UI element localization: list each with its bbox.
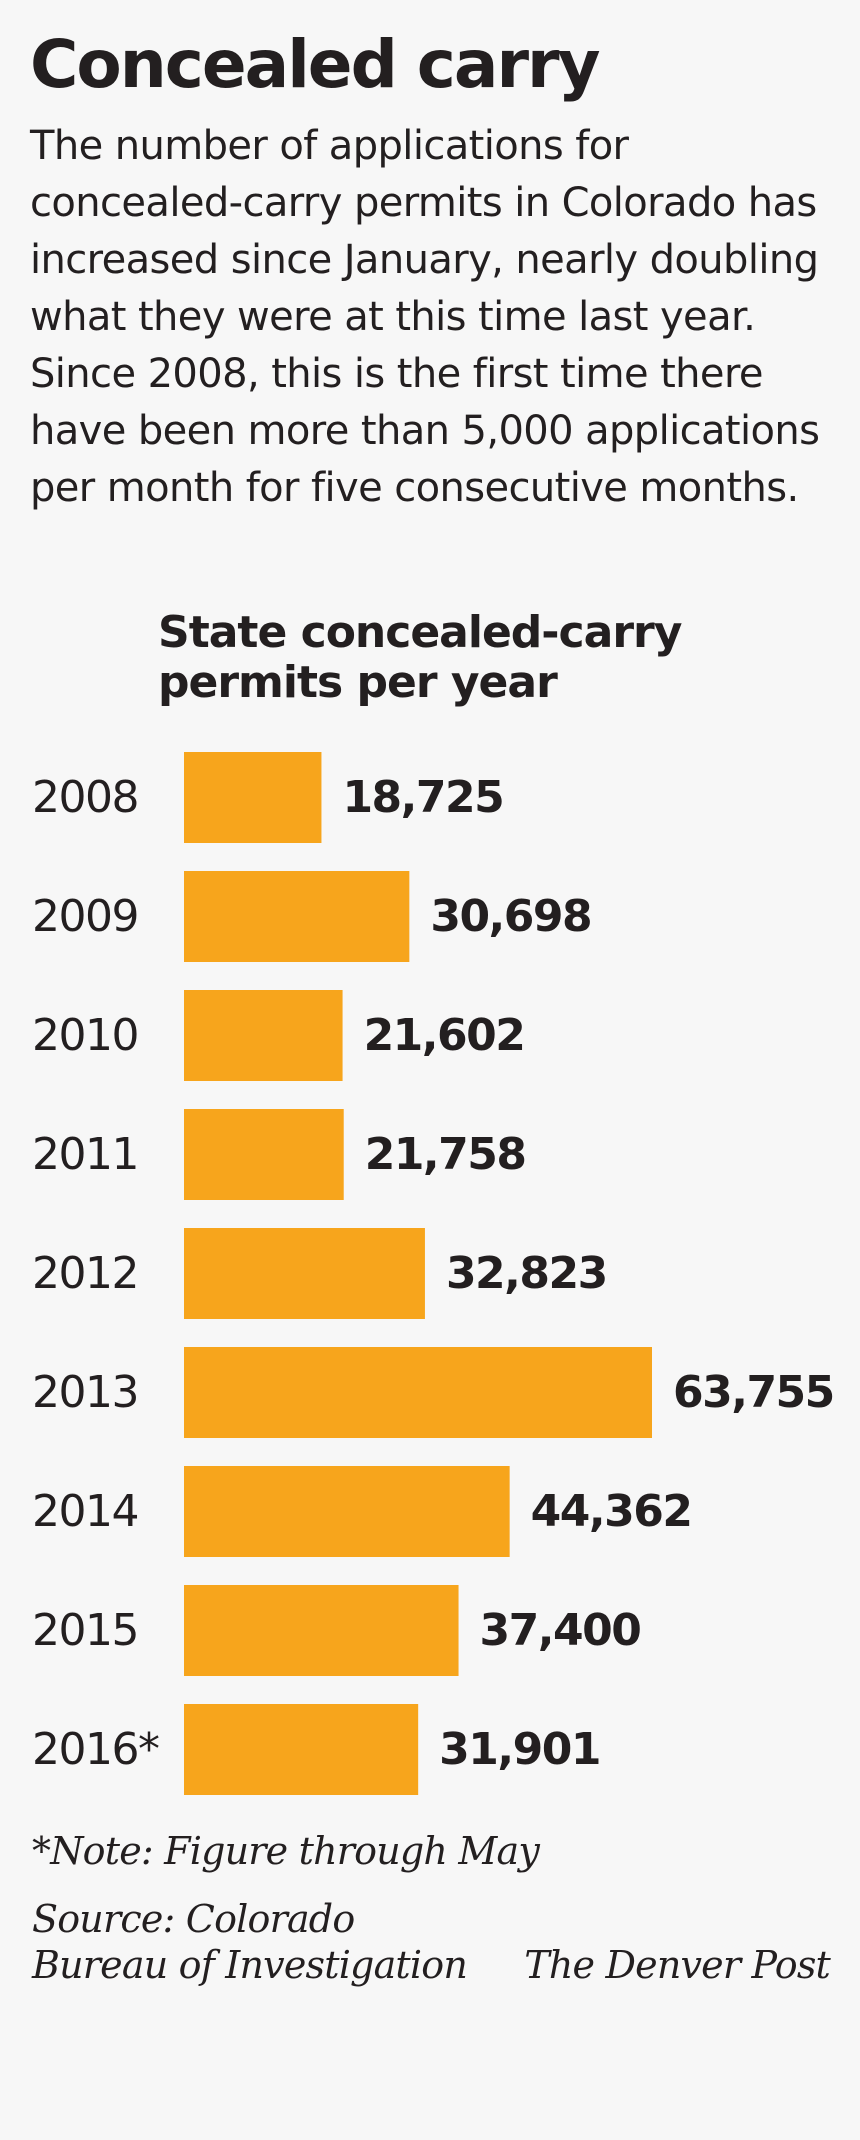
year-label: 2012 [32,1248,138,1299]
publisher-credit: The Denver Post [524,1943,831,1987]
bar-group: 2013 63,755 [32,1347,835,1438]
bar-group: 2012 32,823 [32,1228,608,1319]
value-label: 37,400 [480,1605,641,1656]
bar [184,1585,459,1676]
bar-group: 2010 21,602 [32,990,526,1081]
source-line-2: Bureau of Investigation [32,1943,468,1987]
bar [184,1466,510,1557]
year-label: 2009 [32,891,138,942]
intro-text: The number of applications for concealed… [30,123,820,511]
bar [184,1228,425,1319]
headline: Concealed carry [30,26,601,103]
year-label: 2011 [32,1129,138,1180]
footnote: *Note: Figure through May [32,1829,540,1873]
bar-group: 2016* 31,901 [32,1704,601,1795]
chart-title-line-1: State concealed-carry [158,607,682,658]
value-label: 18,725 [342,772,503,823]
value-label: 21,758 [365,1129,526,1180]
value-label: 30,698 [430,891,591,942]
bar [184,871,410,962]
bar-group: 2009 30,698 [32,871,593,962]
value-label: 63,755 [673,1367,834,1418]
source-note: Source: Colorado Bureau of Investigation [32,1896,468,1988]
source-line-1: Source: Colorado [32,1897,355,1941]
value-label: 32,823 [446,1248,607,1299]
bar [184,990,343,1081]
year-label: 2015 [32,1605,138,1656]
bar-group: 2008 18,725 [32,752,505,843]
year-label: 2013 [32,1367,138,1418]
value-label: 44,362 [531,1486,692,1537]
bar-group: 2014 44,362 [32,1466,693,1557]
bar [184,1347,652,1438]
bar [184,1109,344,1200]
bar-group: 2011 21,758 [32,1109,527,1200]
chart-title-line-2: permits per year [158,657,558,708]
year-label: 2008 [32,772,138,823]
year-label: 2010 [32,1010,138,1061]
value-label: 21,602 [364,1010,525,1061]
chart-title: State concealed-carry permits per year [158,608,858,708]
bar [184,752,322,843]
bar-group: 2015 37,400 [32,1585,642,1676]
bar [184,1704,419,1795]
year-label: 2014 [32,1486,138,1537]
value-label: 31,901 [439,1724,600,1775]
year-label: 2016* [32,1724,159,1775]
